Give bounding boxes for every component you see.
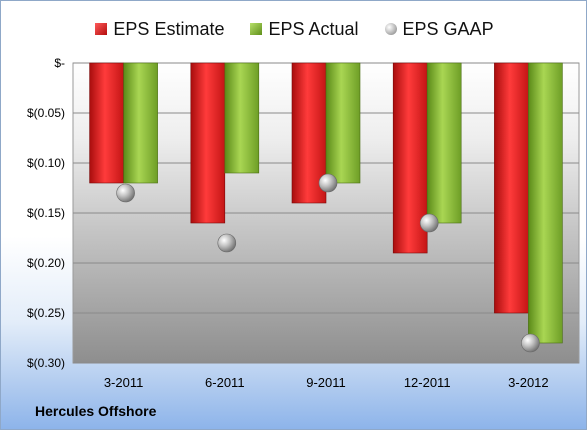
legend-swatch-eps-estimate: [95, 23, 108, 35]
y-tick-label: $(0.25): [27, 306, 65, 320]
legend-label-eps-estimate: EPS Estimate: [113, 18, 225, 39]
bar-eps-estimate: [89, 62, 124, 184]
bar-eps-actual: [224, 62, 260, 174]
legend-label-eps-gaap: EPS GAAP: [402, 18, 494, 39]
bar-eps-estimate: [494, 62, 529, 314]
legend-item-eps-estimate: EPS Estimate: [95, 19, 224, 40]
legend: EPS Estimate EPS Actual EPS GAAP: [1, 15, 587, 43]
x-tick-label: 6-2011: [205, 375, 245, 390]
legend-swatch-eps-gaap: [384, 23, 397, 35]
legend-item-eps-gaap: EPS GAAP: [384, 18, 494, 40]
legend-label-eps-actual: EPS Actual: [268, 18, 359, 39]
bar-eps-estimate: [190, 62, 226, 224]
bar-eps-actual: [325, 62, 361, 184]
company-name: Hercules Offshore: [35, 403, 157, 419]
marker-eps-gaap: [217, 233, 237, 253]
y-tick-label: $(0.30): [27, 356, 65, 370]
marker-eps-gaap: [116, 183, 135, 203]
marker-eps-gaap: [419, 213, 439, 233]
x-tick-label: 9-2011: [306, 375, 346, 390]
x-tick-label: 3-2011: [104, 375, 144, 390]
y-tick-label: $(0.15): [27, 206, 65, 220]
legend-item-eps-actual: EPS Actual: [250, 18, 359, 40]
y-tick-label: $(0.20): [27, 256, 65, 270]
x-tick-label: 12-2011: [404, 375, 451, 390]
bar-eps-actual: [426, 62, 462, 224]
bar-eps-actual: [528, 62, 563, 344]
bar-eps-actual: [123, 62, 158, 184]
y-tick-label: $(0.10): [27, 156, 65, 170]
x-tick-label: 3-2012: [508, 375, 548, 390]
legend-swatch-eps-actual: [250, 23, 263, 35]
marker-eps-gaap: [318, 173, 338, 193]
marker-eps-gaap: [521, 333, 540, 353]
y-tick-label: $-: [54, 56, 65, 70]
y-tick-label: $(0.05): [27, 106, 65, 120]
